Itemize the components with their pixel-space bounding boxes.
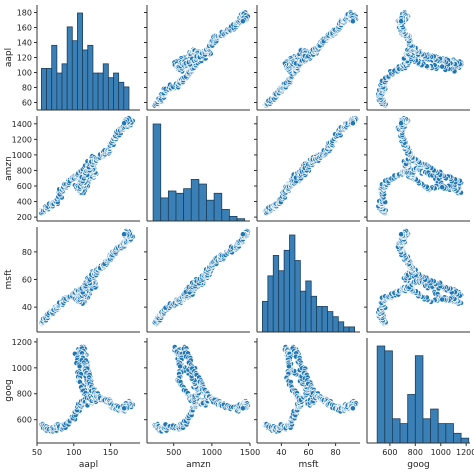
scatter-point <box>121 120 127 127</box>
hist-bar-amzn <box>167 190 177 222</box>
hist-bar-amzn <box>206 199 215 222</box>
panel-amzn-vs-aapl <box>36 115 140 222</box>
panel-amzn-vs-amzn <box>146 116 250 222</box>
panel-msft-vs-msft <box>256 227 360 333</box>
scatter-point <box>398 120 404 127</box>
hist-bar-amzn <box>190 179 200 222</box>
scatter-point <box>439 184 445 191</box>
hist-bar-aapl <box>77 12 84 111</box>
hist-bar-msft <box>283 249 290 333</box>
hist-bar-amzn <box>213 192 223 222</box>
scatter-point <box>439 296 445 303</box>
panel-aapl-vs-msft <box>256 5 360 111</box>
scatter-point <box>239 231 246 238</box>
scatter-point <box>121 231 127 238</box>
hist-bar-amzn <box>152 123 162 222</box>
panel-amzn-vs-goog <box>366 115 470 222</box>
hist-bar-aapl <box>71 40 78 111</box>
hist-bar-msft <box>299 290 307 333</box>
hist-bar-msft <box>310 295 318 333</box>
hist-bar-aapl <box>82 49 89 111</box>
hist-bar-aapl <box>51 44 58 111</box>
panel-aapl-vs-goog <box>366 5 470 111</box>
hist-bar-msft <box>305 280 312 333</box>
hist-bar-msft <box>289 234 296 333</box>
hist-bar-msft <box>262 300 269 333</box>
hist-bar-aapl <box>113 72 120 111</box>
hist-bar-aapl <box>107 77 114 111</box>
hist-bar-aapl <box>123 86 130 111</box>
hist-bar-aapl <box>46 68 53 111</box>
hist-bar-msft <box>294 260 301 333</box>
panel-msft-vs-goog <box>366 227 470 333</box>
hist-bar-msft <box>267 275 274 333</box>
panel-amzn-vs-msft <box>256 115 360 222</box>
panel-aapl-vs-amzn <box>146 5 251 111</box>
hist-bar-msft <box>348 326 355 333</box>
hist-bar-amzn <box>198 183 207 222</box>
scatter-point <box>349 18 356 25</box>
hist-bar-aapl <box>92 72 99 111</box>
hist-bar-amzn <box>175 192 185 222</box>
hist-bar-amzn <box>228 215 238 222</box>
panel-aapl-vs-aapl <box>36 5 140 111</box>
hist-bar-aapl <box>102 63 109 111</box>
hist-bar-aapl <box>61 63 68 111</box>
hist-bar-msft <box>316 306 323 333</box>
hist-bar-msft <box>327 311 334 333</box>
scatter-point <box>439 63 445 70</box>
hist-bar-aapl <box>97 72 104 111</box>
hist-bar-msft <box>337 321 345 333</box>
panel-msft-vs-amzn <box>146 227 251 333</box>
hist-bar-aapl <box>87 44 94 111</box>
hist-bar-aapl <box>118 81 125 111</box>
panel-msft-vs-aapl <box>36 227 140 333</box>
hist-bar-msft <box>332 316 339 333</box>
hist-bar-msft <box>321 306 328 333</box>
scatter-point <box>398 18 404 25</box>
hist-bar-aapl <box>66 26 73 111</box>
hist-bar-msft <box>272 255 280 333</box>
hist-bar-msft <box>343 326 350 333</box>
hist-bar-msft <box>278 270 285 333</box>
scatter-point <box>239 18 246 25</box>
hist-bar-amzn <box>221 209 230 222</box>
hist-bar-amzn <box>160 197 169 222</box>
hist-bar-amzn <box>183 188 192 222</box>
scatter-point <box>349 120 356 127</box>
hist-bar-aapl <box>56 72 63 111</box>
hist-bar-aapl <box>41 68 47 111</box>
